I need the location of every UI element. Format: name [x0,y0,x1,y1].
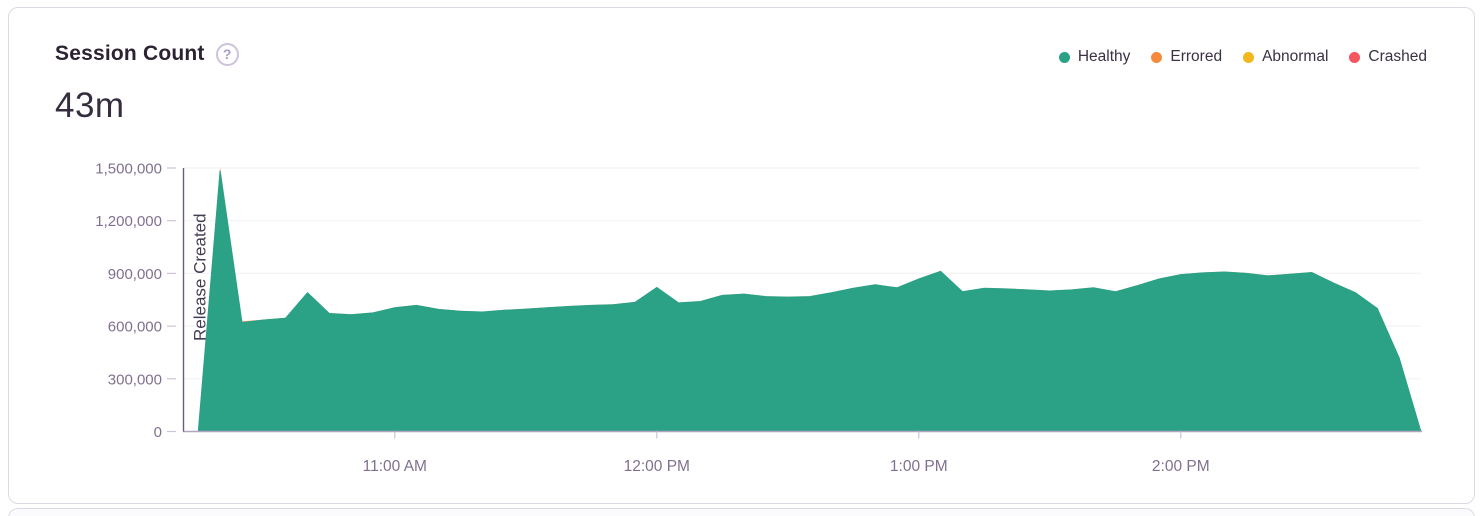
legend-item-crashed[interactable]: Crashed [1349,48,1427,66]
y-axis-label: 1,200,000 [95,213,162,230]
legend-item-abnormal[interactable]: Abnormal [1243,48,1328,66]
y-axis-label: 0 [154,424,162,441]
y-axis-label: 600,000 [108,319,162,336]
legend-item-healthy[interactable]: Healthy [1058,48,1131,66]
legend-label: Crashed [1368,48,1427,65]
x-axis-label: 11:00 AM [363,458,427,475]
panel-header: Session Count ? [55,42,239,66]
errored-dot-icon [1151,51,1163,63]
help-icon[interactable]: ? [215,42,239,66]
x-axis-label: 1:00 PM [890,458,948,475]
release-line-label: Release Created [191,213,210,341]
healthy-area [197,170,1422,432]
abnormal-dot-icon [1243,51,1255,63]
session-total: 43m [55,86,125,125]
y-axis-label: 900,000 [108,266,162,283]
legend-label: Abnormal [1262,48,1329,65]
y-axis-label: 1,500,000 [95,161,162,178]
chart-legend: Healthy Errored Abnormal Crashed [1058,48,1427,66]
healthy-dot-icon [1058,51,1070,63]
legend-item-errored[interactable]: Errored [1151,48,1222,66]
y-axis-label: 300,000 [108,371,162,388]
x-axis-label: 12:00 PM [624,458,690,475]
legend-label: Healthy [1077,48,1131,65]
panel-title: Session Count [55,42,205,65]
legend-label: Errored [1170,48,1223,65]
x-axis-label: 2:00 PM [1152,458,1210,475]
crashed-dot-icon [1349,51,1361,63]
